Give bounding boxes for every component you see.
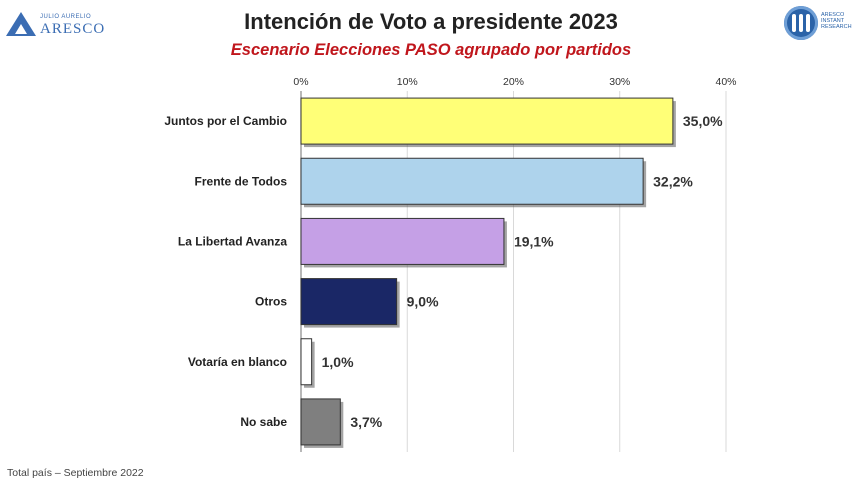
grid-layer: 0% 10% 20% 30% 40% xyxy=(293,76,737,452)
x-tick-label: 40% xyxy=(715,76,736,88)
aresco-logo: JULIO AURELIO ARESCO xyxy=(6,8,116,42)
x-tick-label: 10% xyxy=(397,76,418,88)
chart-subtitle: Escenario Elecciones PASO agrupado por p… xyxy=(230,41,632,59)
value-label: 1,0% xyxy=(322,354,354,370)
category-label: Otros xyxy=(255,295,287,309)
bar xyxy=(300,398,341,446)
logo-line-1: ARESCO xyxy=(821,12,845,18)
bars-layer: Juntos por el Cambio 35,0% Frente de Todos… xyxy=(164,97,723,448)
bar xyxy=(300,338,313,386)
value-label: 32,2% xyxy=(653,173,693,189)
bar xyxy=(300,157,644,205)
footer-note: Total país – Septiembre 2022 xyxy=(7,467,144,479)
bar xyxy=(300,217,505,265)
value-label: 9,0% xyxy=(407,294,439,310)
logo-line-2: INSTANT xyxy=(821,18,845,24)
category-label: Frente de Todos xyxy=(195,174,288,188)
research-emblem-icon xyxy=(784,6,818,40)
logo-big-text: ARESCO xyxy=(40,21,106,37)
x-tick-label: 30% xyxy=(609,76,630,88)
bar xyxy=(300,97,674,145)
value-label: 3,7% xyxy=(350,414,382,430)
bar xyxy=(300,278,398,326)
category-label: No sabe xyxy=(240,415,287,429)
aresco-research-logo: ARESCO INSTANT RESEARCH xyxy=(784,4,856,44)
category-label: Juntos por el Cambio xyxy=(164,114,287,128)
logo-line-3: RESEARCH xyxy=(821,24,852,30)
logo-small-text: JULIO AURELIO xyxy=(40,14,92,20)
value-label: 19,1% xyxy=(514,233,554,249)
x-tick-label: 0% xyxy=(293,76,308,88)
chart-title: Intención de Voto a presidente 2023 xyxy=(244,9,618,34)
category-label: La Libertad Avanza xyxy=(178,234,287,248)
value-label: 35,0% xyxy=(683,113,723,129)
x-tick-label: 20% xyxy=(503,76,524,88)
category-label: Votaría en blanco xyxy=(188,355,287,369)
